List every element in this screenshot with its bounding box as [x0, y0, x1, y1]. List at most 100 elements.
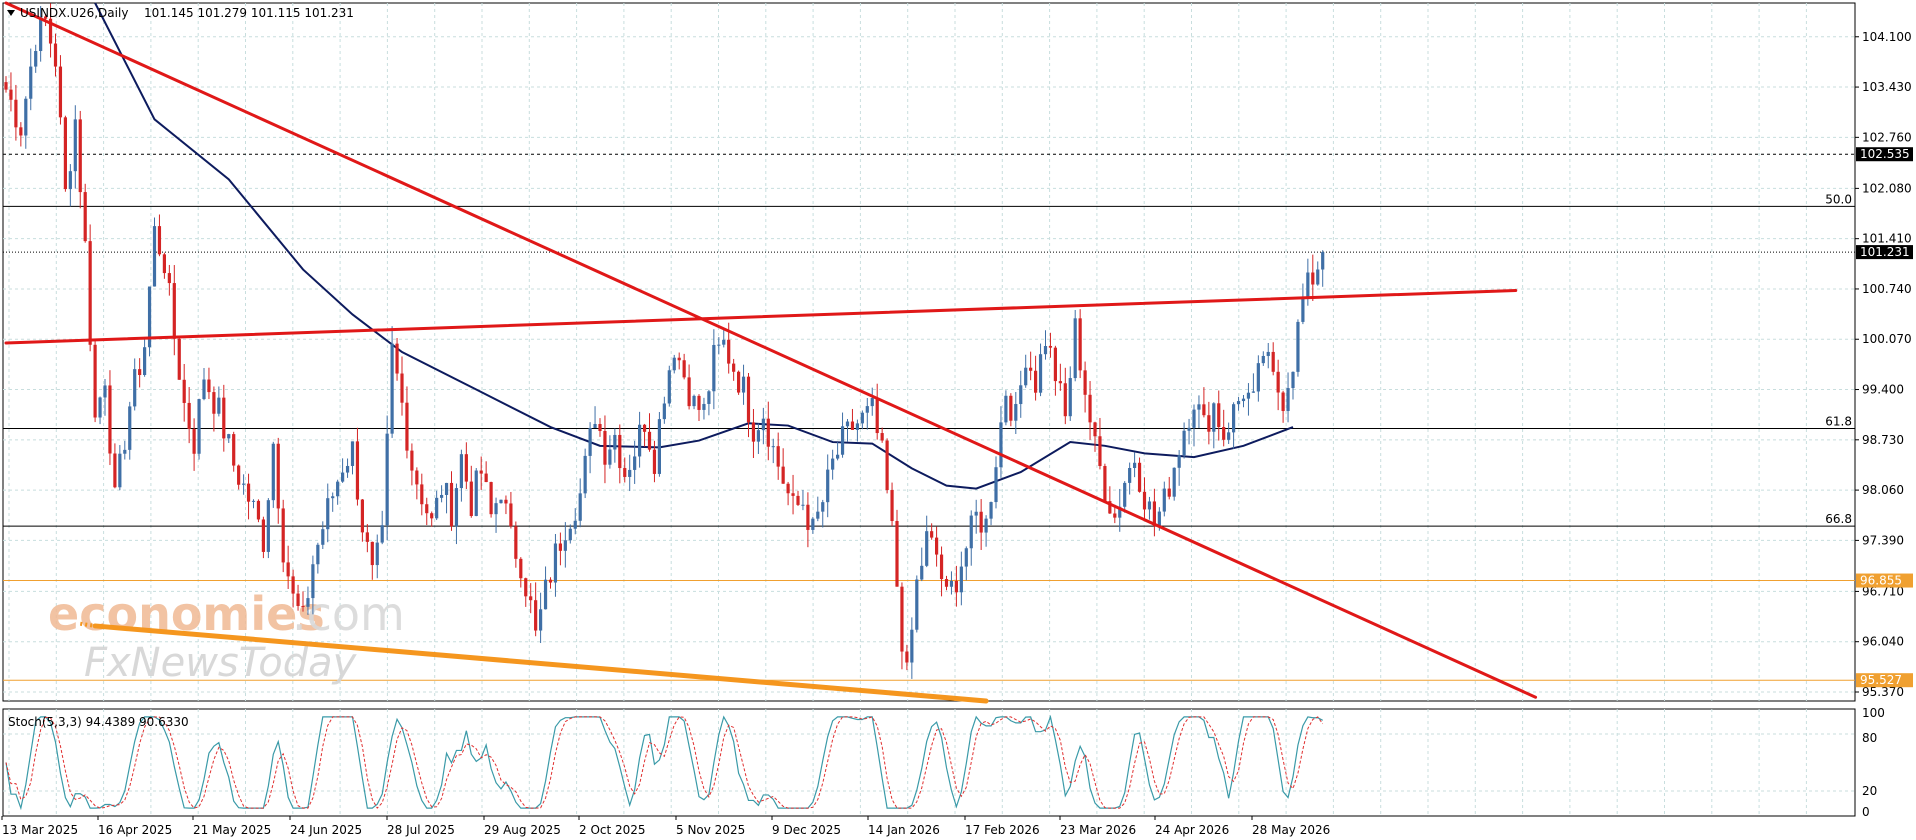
- fib-label: 50.0: [1825, 192, 1852, 206]
- candle-body: [1207, 415, 1211, 432]
- x-tick-label: 17 Feb 2026: [965, 823, 1040, 837]
- ma-line: [94, 2, 1294, 490]
- candle-body: [88, 241, 92, 345]
- candle-body: [167, 273, 171, 284]
- candle-body: [672, 357, 676, 371]
- candle-body: [1256, 363, 1260, 392]
- candle-body: [370, 541, 374, 566]
- candle-body: [1058, 381, 1062, 384]
- candle-body: [756, 430, 760, 442]
- watermark-dotcom: .com: [292, 587, 405, 641]
- candle-body: [548, 579, 553, 583]
- price-tag-label: 95.527: [1860, 673, 1902, 687]
- candle-body: [207, 379, 211, 393]
- candle-body: [638, 424, 642, 457]
- candle-body: [1212, 403, 1216, 432]
- candle-body: [623, 468, 627, 477]
- fib-label: 66.8: [1825, 512, 1852, 526]
- candle-body: [435, 497, 439, 519]
- candle-body: [1306, 272, 1310, 297]
- collapse-triangle-icon[interactable]: [7, 10, 15, 16]
- y-tick-label: 96.710: [1862, 584, 1904, 598]
- candle-body: [355, 441, 360, 500]
- candle-body: [642, 424, 647, 432]
- candle-body: [1123, 482, 1127, 507]
- candle-body: [1088, 394, 1092, 423]
- candle-body: [1222, 427, 1226, 440]
- price-tag-box: [1856, 673, 1913, 688]
- candle-body: [1128, 467, 1132, 483]
- moving-average: [94, 2, 1294, 490]
- candle-body: [227, 434, 231, 439]
- candle-body: [553, 543, 558, 583]
- candle-body: [405, 402, 409, 451]
- candle-body: [484, 473, 488, 483]
- candle-body: [964, 548, 968, 567]
- candle-body: [628, 469, 632, 477]
- y-tick-label: 95.370: [1862, 685, 1904, 699]
- candle-body: [415, 470, 419, 485]
- candle-body: [19, 127, 23, 136]
- candle-body: [499, 499, 503, 504]
- candle-body: [1172, 467, 1176, 497]
- watermark: economies .com FxNewsToday: [48, 587, 405, 686]
- candle-body: [543, 579, 548, 610]
- candle-body: [1073, 318, 1077, 379]
- candle-body: [1236, 401, 1241, 405]
- x-tick-label: 9 Dec 2025: [772, 823, 841, 837]
- candle-body: [1217, 403, 1221, 428]
- candle-body: [103, 385, 107, 398]
- candle-body: [222, 397, 226, 439]
- candle-body: [444, 482, 449, 495]
- candle-body: [573, 520, 577, 529]
- y-tick-label: 98.060: [1862, 483, 1904, 497]
- candle-body: [326, 498, 330, 530]
- candle-body: [766, 418, 770, 447]
- candle-body: [98, 397, 102, 418]
- candle-body: [1286, 388, 1290, 412]
- candle-body: [68, 171, 72, 190]
- candle-body: [751, 422, 756, 442]
- candle-body: [1078, 318, 1082, 371]
- candle-body: [172, 283, 176, 339]
- candle-body: [202, 379, 206, 400]
- candle-body: [662, 403, 666, 420]
- stochastic-axis: 100 80 20 0: [1862, 706, 1885, 819]
- candle-body: [1321, 252, 1325, 270]
- candle-body: [816, 511, 820, 519]
- candle-body: [1301, 296, 1305, 322]
- x-tick-label: 5 Nov 2025: [676, 823, 745, 837]
- candle-body: [984, 518, 988, 533]
- candle-body: [44, 16, 48, 19]
- candle-body: [845, 421, 850, 427]
- candle-body: [1137, 462, 1142, 492]
- candle-body: [217, 397, 221, 414]
- candle-body: [1024, 367, 1028, 386]
- y-tick-label: 104.100: [1862, 30, 1912, 44]
- x-tick-label: 16 Apr 2025: [98, 823, 172, 837]
- candle-body: [727, 339, 731, 364]
- candle-body: [519, 558, 523, 579]
- price-tag-label: 101.231: [1860, 245, 1910, 259]
- stoch-k-line: [5, 714, 1323, 811]
- candle-body: [692, 395, 696, 407]
- candle-body: [732, 363, 736, 372]
- candle-body: [796, 495, 800, 505]
- candle-body: [865, 406, 869, 413]
- candle-body: [73, 119, 77, 172]
- candle-body: [949, 580, 954, 587]
- candle-body: [1227, 432, 1231, 440]
- candle-body: [836, 454, 840, 459]
- candle-body: [910, 629, 914, 663]
- candle-body: [539, 609, 543, 631]
- stoch-tick-label: 80: [1862, 731, 1877, 745]
- candle-body: [1043, 346, 1048, 355]
- candle-body: [1004, 395, 1008, 423]
- candle-body: [1093, 422, 1097, 437]
- candle-body: [157, 226, 162, 255]
- candle-body: [1009, 395, 1013, 421]
- candle-body: [608, 449, 612, 465]
- x-tick-label: 24 Jun 2025: [290, 823, 362, 837]
- trendlines: [4, 1, 1538, 704]
- candle-body: [331, 496, 335, 499]
